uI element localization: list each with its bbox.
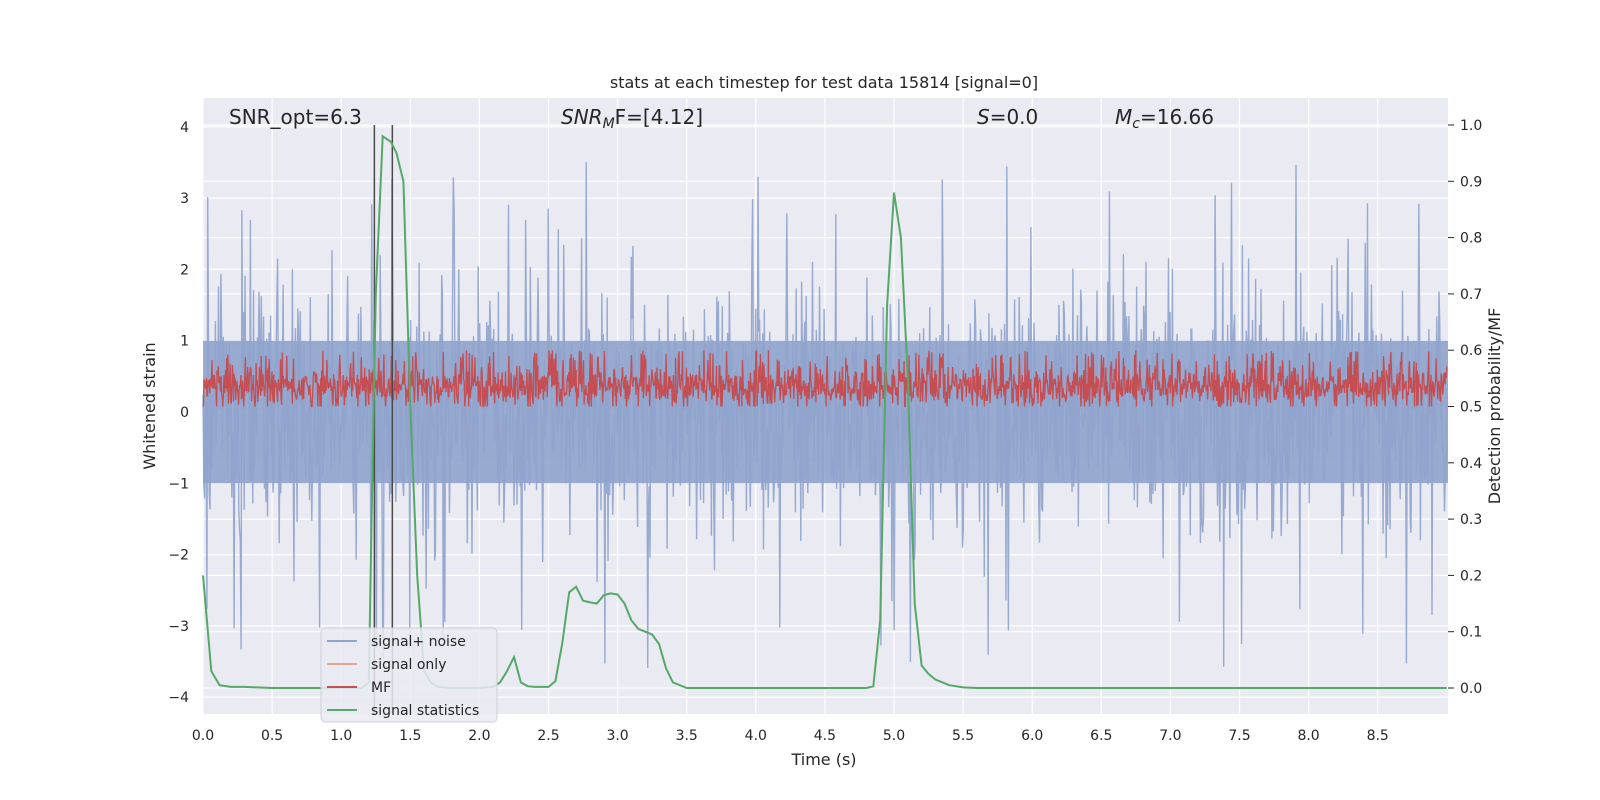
x-axis-label: Time (s) [790, 750, 856, 769]
y2-tick-8: 0.2 [1460, 568, 1482, 584]
legend-label-signal-noise: signal+ noise [371, 634, 466, 650]
annotation-mc-tail: =16.66 [1140, 105, 1214, 129]
y-axis-label: Whitened strain [140, 342, 159, 469]
x-tick-5: 2.5 [537, 728, 559, 744]
x-tick-labels: 0.0 0.5 1.0 1.5 2.0 2.5 3.0 3.5 4.0 4.5 5.0 5.5 6.0 6… [192, 728, 1389, 744]
y2-tick-9: 0.1 [1460, 625, 1482, 641]
x-tick-10: 5.0 [883, 728, 905, 744]
y2-tick-labels: 1.0 0.9 0.8 0.7 0.6 0.5 0.4 0.3 0.2 0.1 0.0 [1448, 118, 1482, 697]
y2-tick-5: 0.5 [1460, 400, 1482, 416]
annotation-mc-main: M [1115, 105, 1132, 129]
series-signal-statistics [202, 134, 1447, 689]
x-tick-16: 8.0 [1297, 728, 1319, 744]
y-tick-4: 0 [180, 405, 189, 421]
y2-axis-label: Detection probability/MF [1485, 308, 1504, 505]
x-tick-1: 0.5 [261, 728, 283, 744]
annotation-mc: Mc=16.66 [1115, 105, 1214, 132]
x-tick-4: 2.0 [468, 728, 490, 744]
y-tick-labels: 4 3 2 1 0 −1 −2 −3 −4 [168, 120, 189, 706]
chart-title: stats at each timestep for test data 158… [610, 73, 1038, 92]
series-layer [202, 125, 1448, 714]
y2-tick-2: 0.8 [1460, 231, 1482, 247]
x-tick-0: 0.0 [192, 728, 214, 744]
x-tick-9: 4.5 [814, 728, 836, 744]
x-tick-14: 7.0 [1159, 728, 1181, 744]
x-tick-15: 7.5 [1228, 728, 1250, 744]
y-tick-7: −3 [168, 619, 189, 635]
y-tick-1: 3 [180, 191, 189, 207]
x-tick-13: 6.5 [1090, 728, 1112, 744]
y2-tick-4: 0.6 [1460, 343, 1482, 359]
annotation-snr-mf: SNRMF=[4.12] [561, 105, 703, 132]
annotation-snr-mf-main: SNR [561, 105, 603, 129]
y2-tick-0: 1.0 [1460, 118, 1482, 134]
x-tick-17: 8.5 [1367, 728, 1389, 744]
y-tick-3: 1 [180, 334, 189, 350]
legend-box [320, 627, 498, 723]
x-tick-7: 3.5 [676, 728, 698, 744]
x-tick-12: 6.0 [1021, 728, 1043, 744]
y2-tick-1: 0.9 [1460, 174, 1482, 190]
annotation-snr-mf-sub: M [603, 116, 615, 132]
annotation-s-tail: =0.0 [990, 105, 1039, 129]
y-tick-6: −2 [168, 548, 189, 564]
y2-tick-10: 0.0 [1460, 681, 1482, 697]
y-tick-5: −1 [168, 476, 189, 492]
x-tick-6: 3.0 [606, 728, 628, 744]
y-tick-8: −4 [168, 690, 189, 706]
annotation-s: S=0.0 [977, 105, 1038, 129]
legend-label-signal-statistics: signal statistics [371, 703, 479, 719]
y2-tick-7: 0.3 [1460, 512, 1482, 528]
legend: signal+ noise signal only MF signal stat… [320, 627, 498, 723]
annotation-snr-mf-tail: F=[4.12] [615, 105, 703, 129]
annotation-s-main: S [977, 105, 990, 129]
x-tick-2: 1.0 [330, 728, 352, 744]
annotation-mc-sub: c [1132, 116, 1140, 132]
legend-label-signal-only: signal only [371, 657, 446, 673]
y2-tick-3: 0.7 [1460, 287, 1482, 303]
y-tick-2: 2 [180, 262, 189, 278]
x-tick-3: 1.5 [399, 728, 421, 744]
y2-tick-6: 0.4 [1460, 456, 1482, 472]
legend-label-mf: MF [371, 680, 391, 696]
y-tick-0: 4 [180, 120, 189, 136]
x-tick-8: 4.0 [745, 728, 767, 744]
x-tick-11: 5.5 [952, 728, 974, 744]
annotation-snr-opt: SNR_opt=6.3 [229, 105, 362, 129]
